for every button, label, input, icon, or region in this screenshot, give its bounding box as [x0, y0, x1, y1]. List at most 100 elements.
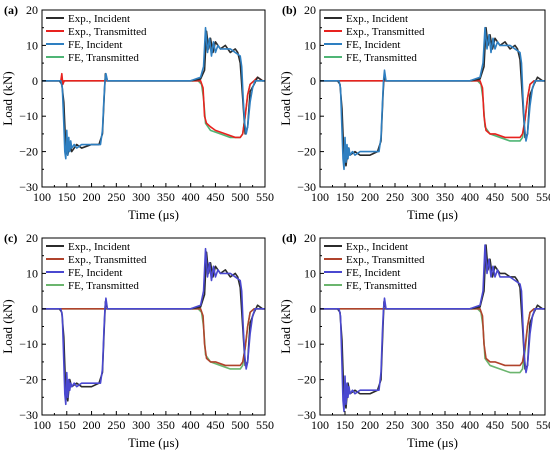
- x-tick-label: 250: [386, 190, 404, 204]
- chart-panel-2: (b)10015020025030035040045050055020100−1…: [278, 3, 550, 222]
- x-tick-label: 450: [486, 190, 504, 204]
- y-tick-label: 10: [304, 266, 316, 280]
- x-tick-label: 250: [386, 418, 404, 432]
- x-tick-label: 150: [58, 418, 76, 432]
- x-tick-label: 550: [536, 190, 550, 204]
- x-tick-label: 550: [536, 418, 550, 432]
- series-line-2: [320, 80, 545, 139]
- x-tick-label: 300: [411, 418, 429, 432]
- x-axis-title: Time (μs): [128, 207, 179, 222]
- y-tick-label: 0: [32, 74, 38, 88]
- x-tick-label: 200: [83, 418, 101, 432]
- legend-entry-1: Exp., Incident: [346, 241, 408, 253]
- y-tick-label: −20: [19, 145, 38, 159]
- series-line-2: [42, 307, 265, 367]
- x-tick-label: 200: [83, 190, 101, 204]
- series-group: [320, 244, 545, 413]
- legend-entry-4: FE, Transmitted: [346, 280, 417, 292]
- series-line-3: [42, 26, 265, 160]
- legend-entry-1: Exp., Incident: [68, 241, 130, 253]
- chart-panel-3: (c)100 150 200 250 300 350 400 450 500 55020100−1…: [0, 231, 274, 450]
- y-axis-title: Load (kN): [278, 299, 293, 354]
- y-tick-label: 0: [310, 302, 316, 316]
- x-tick-label: 100: [311, 418, 329, 432]
- x-tick-label: 500: [231, 418, 249, 432]
- legend-entry-4: FE, Transmitted: [68, 52, 139, 64]
- x-tick-label: 100: [311, 190, 329, 204]
- series-line-2: [320, 307, 545, 367]
- series-group: [42, 26, 265, 160]
- y-tick-label: −10: [297, 337, 316, 351]
- x-tick-label: 150: [58, 190, 76, 204]
- y-axis-title: Load (kN): [0, 71, 15, 126]
- legend-entry-1: Exp., Incident: [346, 13, 408, 25]
- y-tick-label: 20: [26, 231, 38, 245]
- x-tick-label: 450: [486, 418, 504, 432]
- y-tick-label: −20: [19, 373, 38, 387]
- legend-entry-2: Exp., Transmitted: [346, 254, 425, 266]
- x-tick-label: 350: [157, 418, 175, 432]
- x-tick-label: 550: [256, 418, 274, 432]
- x-tick-label: 150: [336, 418, 354, 432]
- legend-entry-3: FE, Incident: [346, 39, 400, 51]
- x-tick-label: 400: [461, 418, 479, 432]
- legend-entry-2: Exp., Transmitted: [346, 26, 425, 38]
- y-tick-label: 10: [26, 38, 38, 52]
- y-tick-label: −10: [19, 337, 38, 351]
- series-line-3: [320, 244, 545, 413]
- panel-label: (c): [4, 231, 17, 245]
- legend-entry-1: Exp., Incident: [68, 13, 130, 25]
- y-tick-label: 20: [304, 231, 316, 245]
- series-line-2: [42, 72, 265, 139]
- y-axis-title: Load (kN): [278, 71, 293, 126]
- x-tick-label: 400: [461, 190, 479, 204]
- x-tick-label: 550: [256, 190, 274, 204]
- y-tick-label: −10: [19, 109, 38, 123]
- x-tick-label: 200: [361, 418, 379, 432]
- x-axis-title: Time (μs): [407, 207, 458, 222]
- y-tick-label: −30: [297, 408, 316, 422]
- legend-entry-3: FE, Incident: [68, 267, 122, 279]
- y-tick-label: 10: [26, 266, 38, 280]
- legend-entry-3: FE, Incident: [346, 267, 400, 279]
- series-line-4: [42, 80, 265, 139]
- y-tick-label: 10: [304, 38, 316, 52]
- x-tick-label: 300: [132, 190, 150, 204]
- series-group: [42, 247, 265, 406]
- x-tick-label: 150: [336, 190, 354, 204]
- series-line-4: [320, 307, 545, 374]
- x-tick-label: 300: [411, 190, 429, 204]
- series-group: [320, 26, 545, 171]
- y-tick-label: 0: [32, 302, 38, 316]
- x-tick-label: 300: [132, 418, 150, 432]
- x-tick-label: 400: [182, 418, 200, 432]
- chart-panel-4: (d)10015020025030035040045050055020100−1…: [278, 231, 550, 450]
- y-tick-label: −30: [19, 408, 38, 422]
- legend-entry-2: Exp., Transmitted: [68, 26, 147, 38]
- x-tick-label: 450: [206, 190, 224, 204]
- x-tick-label: 500: [511, 190, 529, 204]
- series-line-3: [42, 247, 265, 406]
- x-tick-label: 200: [361, 190, 379, 204]
- x-tick-label: 500: [231, 190, 249, 204]
- x-tick-label: 350: [436, 418, 454, 432]
- x-tick-label: 250: [107, 190, 125, 204]
- x-axis-title: Time (μs): [128, 435, 179, 450]
- y-tick-label: −30: [19, 180, 38, 194]
- x-tick-label: 500: [511, 418, 529, 432]
- x-tick-label: 350: [157, 190, 175, 204]
- legend-entry-2: Exp., Transmitted: [68, 254, 147, 266]
- y-tick-label: −20: [297, 145, 316, 159]
- x-axis-title: Time (μs): [407, 435, 458, 450]
- y-axis-title: Load (kN): [0, 299, 15, 354]
- series-line-4: [320, 80, 545, 142]
- legend-entry-4: FE, Transmitted: [346, 52, 417, 64]
- x-tick-label: 100: [33, 190, 51, 204]
- y-tick-label: −30: [297, 180, 316, 194]
- chart-panel-1: (a)100 150 200 250 300 350 400 450 500 55020100−1…: [0, 3, 274, 222]
- x-tick-label: 350: [436, 190, 454, 204]
